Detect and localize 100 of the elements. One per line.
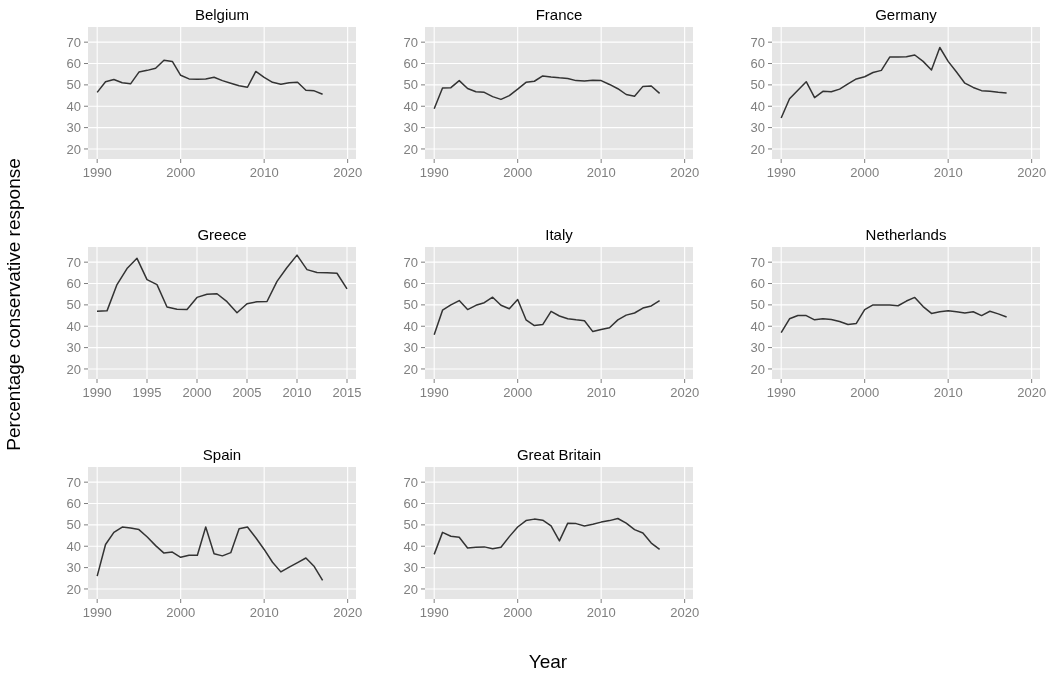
y-tick-label: 40: [66, 538, 81, 554]
y-tick-label: 30: [750, 340, 765, 356]
chart-title: Italy: [545, 226, 574, 243]
y-tick-label: 20: [66, 361, 81, 377]
x-tick-label: 2015: [332, 385, 362, 400]
y-tick-label: 50: [750, 77, 765, 93]
chart-title: Greece: [197, 226, 247, 243]
y-tick-label: 20: [403, 141, 418, 157]
y-tick-label: 20: [66, 581, 81, 597]
y-tick-label: 20: [403, 581, 418, 597]
x-tick-label: 2020: [1017, 165, 1047, 180]
x-tick-label: 2010: [586, 165, 616, 180]
x-tick-label: 2000: [503, 165, 533, 180]
y-tick-label: 50: [403, 297, 418, 313]
x-tick-label: 2000: [166, 165, 196, 180]
x-tick-label: 2010: [933, 385, 963, 400]
y-tick-label: 60: [66, 56, 81, 72]
y-tick-label: 40: [750, 98, 765, 114]
x-tick-label: 2020: [670, 385, 700, 400]
x-tick-label: 2000: [182, 385, 212, 400]
y-tick-label: 50: [403, 77, 418, 93]
y-tick-label: 60: [66, 276, 81, 292]
chart-title: Belgium: [194, 6, 250, 23]
x-tick-label: 2010: [933, 165, 963, 180]
x-tick-label: 2000: [503, 385, 533, 400]
x-tick-label: 2005: [232, 385, 262, 400]
x-tick-label: 2020: [670, 165, 700, 180]
x-tick-label: 1990: [766, 385, 796, 400]
line-series: [433, 75, 661, 110]
line-series: [780, 46, 1008, 119]
y-tick-label: 50: [403, 517, 418, 533]
x-tick-label: 2010: [586, 385, 616, 400]
y-tick-label: 20: [750, 361, 765, 377]
y-tick-label: 40: [403, 538, 418, 554]
y-tick-label: 40: [66, 98, 81, 114]
y-tick-label: 70: [750, 254, 765, 270]
y-tick-label: 30: [403, 340, 418, 356]
y-tick-label: 40: [66, 318, 81, 334]
y-tick-label: 50: [66, 517, 81, 533]
y-tick-label: 60: [66, 496, 81, 512]
x-tick-label: 2000: [850, 165, 880, 180]
chart-title: Great Britain: [516, 446, 602, 463]
y-tick-label: 30: [66, 560, 81, 576]
y-tick-label: 20: [750, 141, 765, 157]
x-tick-label: 1990: [419, 605, 449, 620]
y-tick-label: 30: [66, 340, 81, 356]
x-tick-label: 2010: [586, 605, 616, 620]
x-tick-label: 1990: [419, 385, 449, 400]
line-series: [433, 517, 661, 556]
y-axis-title: Percentage conservative response: [3, 158, 24, 451]
y-tick-label: 60: [750, 276, 765, 292]
chart-title: Germany: [875, 6, 938, 23]
y-tick-label: 70: [66, 34, 81, 50]
chart-title: Spain: [202, 446, 242, 463]
y-tick-label: 30: [403, 120, 418, 136]
x-tick-label: 2020: [333, 165, 363, 180]
y-tick-label: 60: [403, 276, 418, 292]
y-tick-label: 60: [403, 496, 418, 512]
y-tick-label: 60: [403, 56, 418, 72]
y-tick-label: 70: [403, 34, 418, 50]
line-series: [433, 296, 661, 336]
y-tick-label: 30: [403, 560, 418, 576]
chart-title: France: [535, 6, 583, 23]
x-tick-label: 2000: [166, 605, 196, 620]
y-tick-label: 60: [750, 56, 765, 72]
y-tick-label: 50: [66, 297, 81, 313]
x-axis-title: Year: [528, 651, 568, 672]
y-tick-label: 20: [66, 141, 81, 157]
y-tick-label: 40: [750, 318, 765, 334]
y-tick-label: 40: [403, 318, 418, 334]
x-tick-label: 2000: [503, 605, 533, 620]
line-series: [780, 296, 1008, 334]
y-tick-label: 70: [750, 34, 765, 50]
x-tick-label: 1990: [82, 605, 112, 620]
x-tick-label: 2020: [670, 605, 700, 620]
x-tick-label: 2000: [850, 385, 880, 400]
x-tick-label: 2020: [333, 605, 363, 620]
y-tick-label: 70: [403, 474, 418, 490]
chart-title: Netherlands: [865, 226, 947, 243]
y-tick-label: 50: [750, 297, 765, 313]
x-tick-label: 1990: [82, 165, 112, 180]
y-tick-label: 20: [403, 361, 418, 377]
x-tick-label: 1990: [82, 385, 112, 400]
x-tick-label: 1990: [419, 165, 449, 180]
y-tick-label: 50: [66, 77, 81, 93]
y-tick-label: 30: [750, 120, 765, 136]
x-tick-label: 1990: [766, 165, 796, 180]
x-tick-label: 2010: [249, 165, 279, 180]
y-tick-label: 70: [403, 254, 418, 270]
y-tick-label: 70: [66, 254, 81, 270]
line-series: [96, 59, 324, 96]
line-series: [96, 526, 324, 582]
y-tick-label: 70: [66, 474, 81, 490]
line-series: [96, 254, 348, 314]
y-tick-label: 40: [403, 98, 418, 114]
x-tick-label: 1995: [132, 385, 162, 400]
x-tick-label: 2010: [282, 385, 312, 400]
x-tick-label: 2010: [249, 605, 279, 620]
x-tick-label: 2020: [1017, 385, 1047, 400]
y-tick-label: 30: [66, 120, 81, 136]
